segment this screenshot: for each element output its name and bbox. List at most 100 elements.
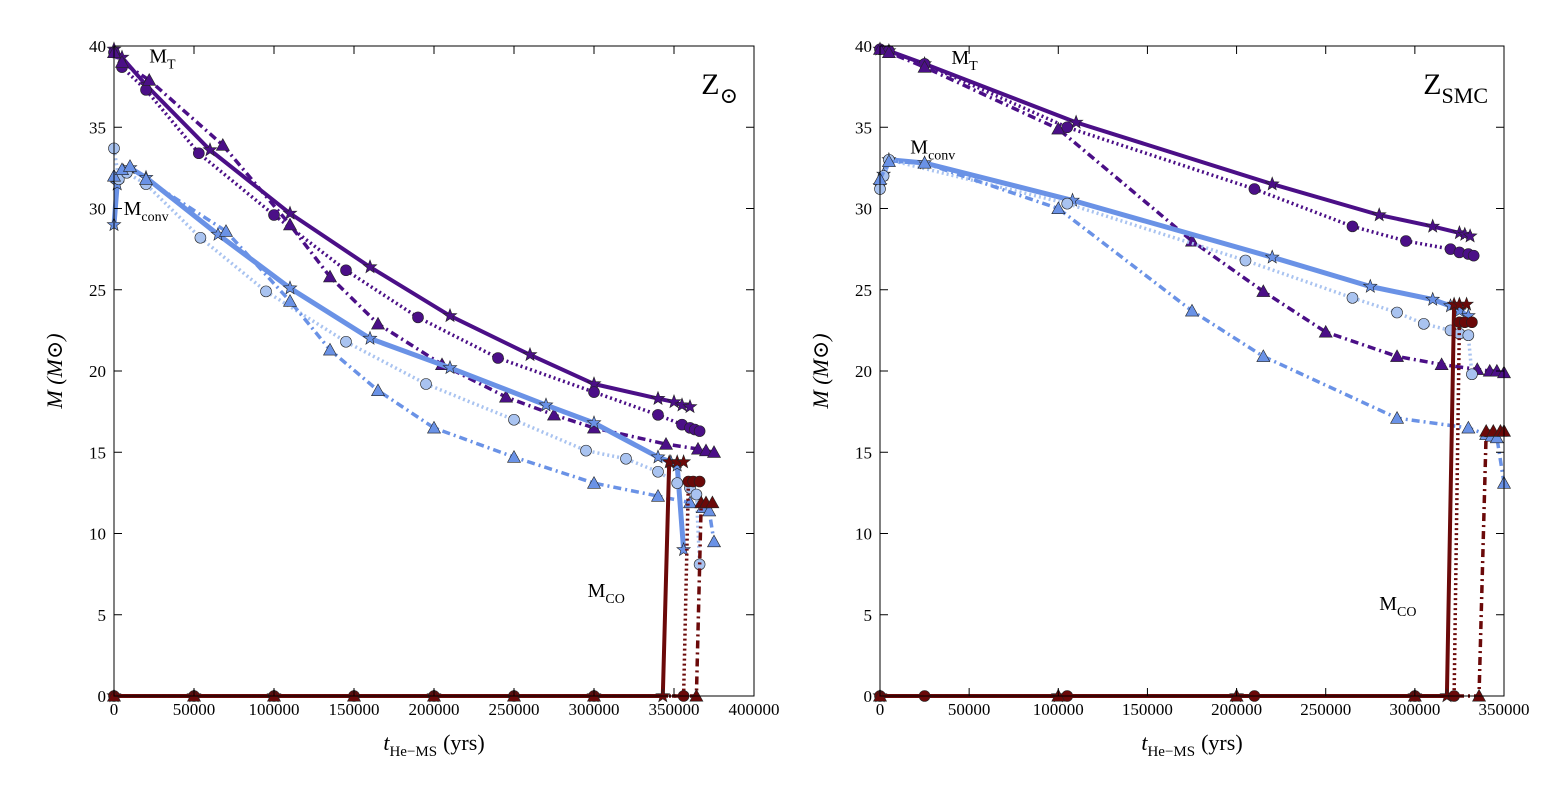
data-point-MT-circle — [340, 264, 352, 277]
y-tick-label: 25 — [89, 281, 106, 300]
data-point-MT-triangle — [690, 441, 706, 455]
data-point-Mconv-circle — [620, 452, 632, 465]
data-point-MT-star — [522, 346, 538, 362]
data-point-Mconv-triangle — [650, 489, 666, 502]
data-point-Mconv-triangle — [322, 342, 338, 356]
x-tick-label: 50000 — [173, 700, 216, 719]
x-tick-label: 100000 — [1033, 700, 1084, 719]
x-tick-label: 350000 — [1479, 700, 1530, 719]
x-axis-label-sub: He−MS — [389, 744, 437, 760]
data-point-Mconv-circle — [508, 413, 520, 426]
data-point-MT-triangle — [114, 55, 130, 68]
data-point-Mconv-triangle — [282, 294, 298, 307]
data-point-Mconv-triangle — [706, 534, 722, 548]
annotation-mconv: Mconv — [910, 136, 955, 163]
annotation-mconv-sub: conv — [141, 210, 168, 225]
data-point-MT-circle — [588, 386, 600, 398]
data-point-Mconv-triangle — [1390, 411, 1405, 424]
data-point-MT-star — [674, 397, 690, 412]
data-point-Mconv-star — [442, 359, 458, 375]
annotation-mt: MT — [149, 45, 176, 72]
data-point-MT-star — [666, 394, 682, 409]
data-point-MT-star — [1462, 228, 1478, 243]
data-point-MT-star — [1371, 207, 1387, 222]
y-tick-label: 15 — [855, 443, 872, 462]
data-point-MT-triangle — [1318, 324, 1333, 338]
annotation-mco: MCO — [588, 580, 625, 607]
data-point-Mconv-star — [1264, 249, 1280, 264]
data-point-MT-circle — [652, 409, 664, 421]
data-point-MT-star — [1068, 114, 1084, 129]
plot-area — [880, 46, 1504, 696]
data-point-Mconv-star — [1425, 291, 1441, 306]
y-axis-label-text: M (M⊙) — [808, 333, 833, 409]
y-tick-label: 5 — [864, 606, 873, 625]
data-point-MT-triangle — [917, 60, 932, 73]
y-tick-label: 25 — [855, 281, 872, 300]
y-tick-label: 40 — [89, 37, 106, 56]
data-point-Mconv-star — [362, 330, 378, 345]
series-line-MT-circle — [112, 51, 701, 433]
data-point-Mconv-circle — [260, 285, 272, 298]
data-point-Mconv-triangle — [370, 383, 386, 397]
x-axis-label-unit: (yrs) — [1201, 730, 1243, 755]
data-point-MT-triangle — [881, 45, 896, 59]
data-point-Mconv-triangle — [122, 159, 138, 172]
x-axis-label-unit: (yrs) — [443, 730, 485, 755]
panel-1: 0 50000 100000 150000 200000 250000 300000 3500… — [42, 37, 780, 760]
x-tick-label: 300000 — [1389, 700, 1440, 719]
data-point-MT-triangle — [322, 269, 338, 283]
data-point-MT-circle — [492, 352, 504, 364]
data-point-Mconv-triangle — [138, 172, 154, 185]
data-point-Mconv-triangle — [426, 420, 442, 434]
data-point-Mconv-circle — [340, 335, 352, 348]
data-point-Mconv-circle — [1346, 292, 1359, 304]
data-point-Mconv-star — [282, 280, 298, 295]
annotation-mco: MCO — [1379, 593, 1416, 620]
annotation-mconv-sub: conv — [928, 148, 955, 163]
data-point-MCO-star — [676, 454, 692, 469]
data-point-MT-star — [682, 398, 698, 414]
data-point-MT-star — [362, 259, 378, 274]
data-point-Mconv-triangle — [1051, 201, 1066, 214]
y-tick-label: 0 — [864, 687, 873, 706]
data-point-Mconv-triangle — [917, 155, 932, 169]
data-point-MT-triangle — [215, 138, 230, 151]
x-tick-label: 100000 — [249, 700, 300, 719]
annotation-mt-main: M — [951, 47, 969, 69]
data-point-MT-circle — [693, 425, 706, 437]
data-point-MT-triangle — [370, 316, 386, 330]
data-point-MT-triangle — [1390, 349, 1405, 362]
x-axis-label-main: t — [1141, 730, 1148, 755]
annotation-mconv-main: M — [124, 198, 142, 220]
annotation-mco-sub: CO — [605, 592, 624, 607]
data-point-MCO-circle — [693, 475, 706, 488]
data-point-MT-circle — [1400, 235, 1412, 247]
y-tick-label: 15 — [89, 443, 106, 462]
data-point-MCO-triangle — [705, 495, 720, 509]
data-point-MT-star — [1264, 176, 1280, 191]
data-point-MCO-star — [1459, 296, 1475, 311]
annotation-mco-main: M — [588, 580, 606, 602]
y-axis-label-text: M (M⊙) — [42, 333, 67, 409]
y-tick-label: 30 — [89, 200, 106, 219]
data-point-MCO-triangle — [689, 688, 704, 702]
x-tick-label: 350000 — [649, 700, 700, 719]
x-axis-label-sub: He−MS — [1147, 744, 1195, 760]
data-point-MCO-star — [655, 688, 671, 703]
data-point-Mconv-triangle — [218, 224, 234, 237]
plot-area — [114, 46, 754, 696]
data-point-Mconv-circle — [671, 477, 684, 489]
x-tick-label: 200000 — [1211, 700, 1262, 719]
data-point-Mconv-star — [1362, 278, 1378, 293]
y-tick-label: 10 — [855, 525, 872, 544]
x-tick-label: 250000 — [489, 700, 540, 719]
panel-title-main: Z — [701, 68, 719, 101]
data-point-MT-circle — [193, 147, 205, 160]
data-point-MT-circle — [1346, 220, 1359, 233]
panel-title: ZSMC — [1423, 68, 1488, 108]
y-tick-label: 30 — [855, 200, 872, 219]
data-point-MT-circle — [1248, 183, 1261, 195]
annotation-mconv-main: M — [910, 136, 928, 158]
